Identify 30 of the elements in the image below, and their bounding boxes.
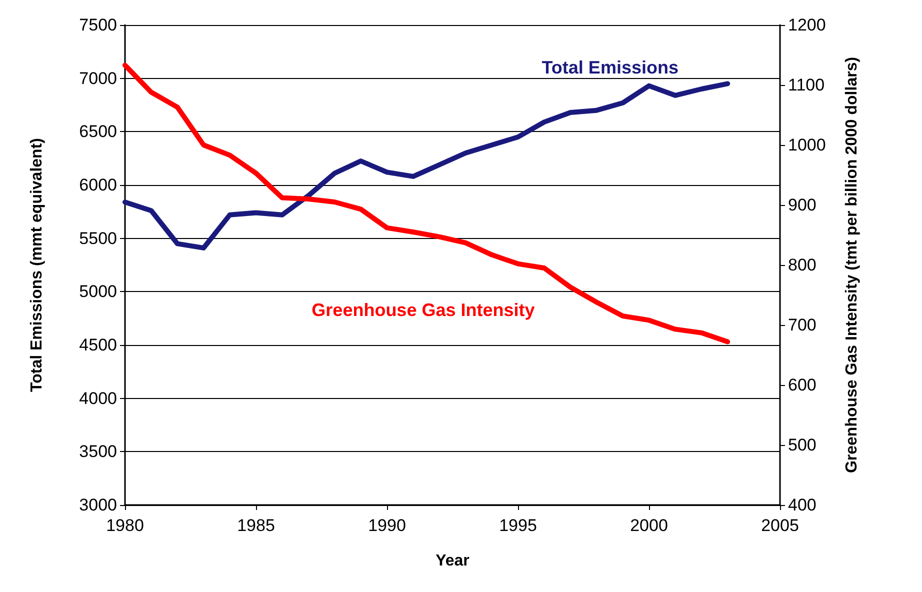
y-tick-label: 5000: [79, 282, 117, 302]
y-tick-label: 4000: [79, 388, 117, 408]
x-tick-label: 1990: [368, 516, 406, 535]
y2-tick-label: 1100: [788, 76, 825, 94]
y2-tick-label: 500: [788, 436, 816, 454]
y-tick-label: 3000: [79, 496, 117, 514]
y2-tick-label: 1000: [788, 136, 826, 154]
x-axis-title: Year: [436, 552, 470, 570]
y2-axis-title: Greenhouse Gas Intensity (tmt per billion 2000 dollars): [844, 56, 860, 474]
y-tick-label: 6000: [79, 176, 117, 194]
x-tick-label: 1980: [106, 516, 144, 535]
y2-tick-label: 800: [788, 256, 816, 274]
y-tick-label: 4500: [79, 336, 117, 354]
x-tick-label: 1985: [237, 516, 275, 535]
y2-tick-label: 900: [788, 196, 816, 214]
y2-tick-label: 400: [788, 496, 816, 514]
y-tick-label: 5500: [79, 228, 117, 248]
y2-tick-label: 700: [788, 316, 816, 334]
x-tick-label: 1995: [499, 516, 537, 535]
series-label: Greenhouse Gas Intensity: [312, 300, 535, 320]
x-tick-label: 2000: [630, 516, 668, 535]
y-axis-title: Total Emissions (mmt equivalent): [28, 138, 46, 392]
x-tick-label: 2005: [761, 516, 799, 535]
series-label: Total Emissions: [542, 58, 678, 78]
y2-tick-label: 1200: [788, 16, 826, 34]
y-tick-label: 6500: [79, 122, 117, 142]
y-tick-label: 7000: [79, 68, 117, 88]
y2-tick-label: 600: [788, 376, 816, 394]
y-tick-label: 3500: [79, 442, 117, 462]
y-tick-label: 7500: [79, 16, 117, 34]
